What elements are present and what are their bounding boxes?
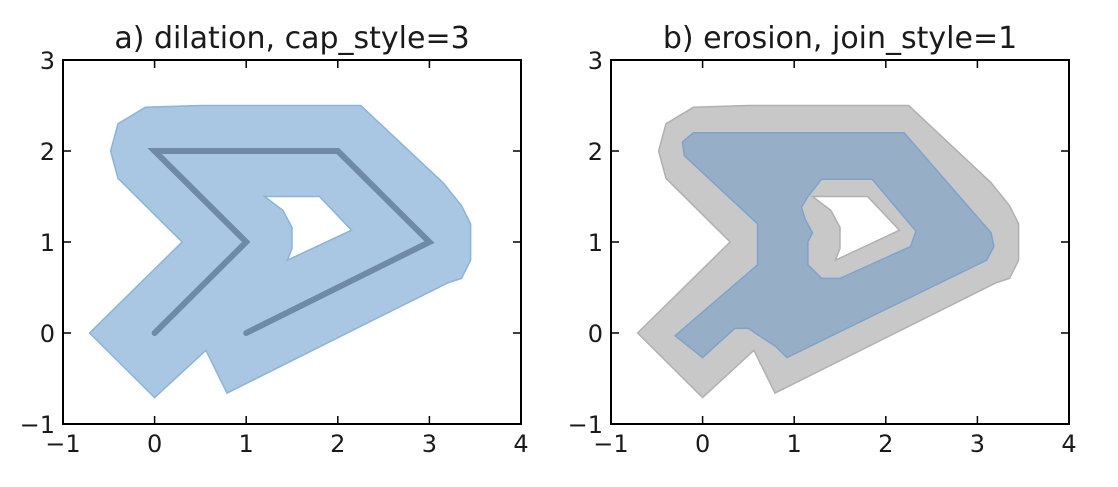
plot-area: [88, 104, 472, 399]
panel-dilation: a) dilation, cap_style=3 −1 0 1 2 3 4 −1 0 1 2 3: [20, 21, 529, 458]
x-tick-label: 1: [787, 430, 802, 458]
panel-title: a) dilation, cap_style=3: [114, 21, 469, 56]
y-tick-label: 1: [40, 229, 55, 257]
panel-title: b) erosion, join_style=1: [663, 21, 1017, 56]
y-tick-label: 2: [588, 138, 603, 166]
x-tick-label: 2: [878, 430, 893, 458]
panel-erosion: b) erosion, join_style=1 −1 0 1 2 3 4 −1 0 1 2 3: [568, 21, 1077, 458]
x-tick-label: −1: [45, 430, 80, 458]
x-tick-label: 0: [147, 430, 162, 458]
y-tick-label: 1: [588, 229, 603, 257]
x-axis: −1 0 1 2 3 4: [45, 60, 529, 458]
x-tick-label: −1: [593, 430, 628, 458]
y-axis: −1 0 1 2 3: [20, 47, 521, 439]
x-tick-label: 0: [695, 430, 710, 458]
x-tick-label: 3: [970, 430, 985, 458]
source-line: [147, 148, 435, 336]
y-tick-label: 0: [40, 320, 55, 348]
y-tick-label: 2: [40, 138, 55, 166]
x-tick-label: 3: [422, 430, 437, 458]
plot-area: [636, 104, 1020, 399]
eroded-shape: [673, 132, 995, 359]
y-tick-label: 3: [588, 47, 603, 75]
x-tick-label: 2: [330, 430, 345, 458]
y-tick-label: 3: [40, 47, 55, 75]
y-axis: −1 0 1 2 3: [568, 47, 1069, 439]
x-tick-label: 4: [513, 430, 528, 458]
y-tick-label: 0: [588, 320, 603, 348]
x-tick-label: 1: [239, 430, 254, 458]
x-tick-label: 4: [1061, 430, 1076, 458]
y-tick-label: −1: [568, 411, 603, 439]
x-axis: −1 0 1 2 3 4: [593, 60, 1077, 458]
y-tick-label: −1: [20, 411, 55, 439]
